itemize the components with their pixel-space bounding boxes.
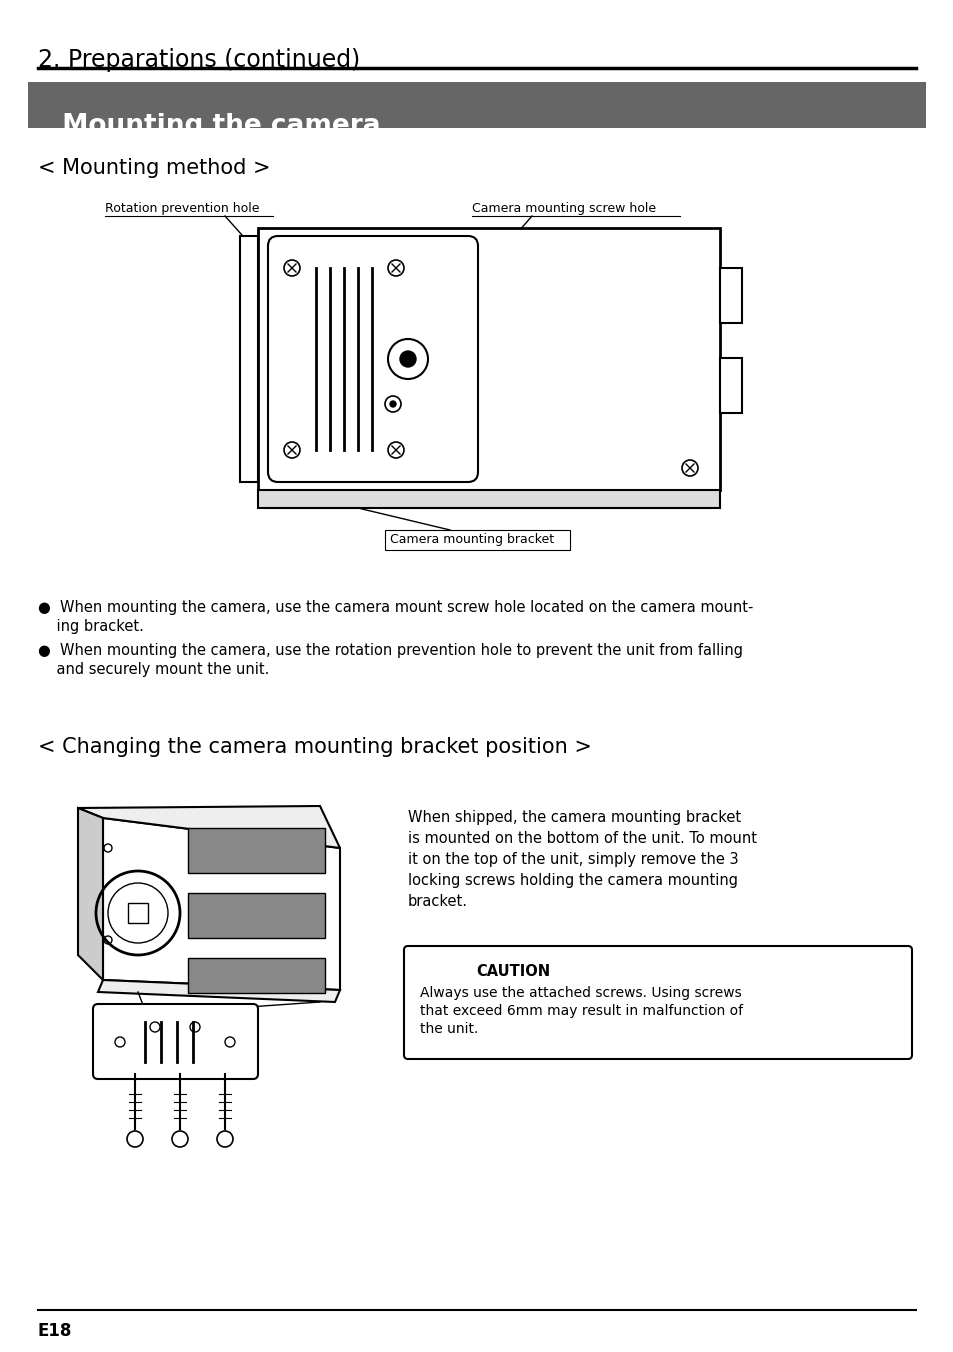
Circle shape [390,402,395,407]
Bar [128,903,148,923]
Text: < Changing the camera mounting bracket position >: < Changing the camera mounting bracket p… [38,737,591,757]
Text: 2. Preparations (continued): 2. Preparations (continued) [38,49,360,72]
FancyBboxPatch shape [92,1005,257,1079]
Text: ing bracket.: ing bracket. [38,619,144,634]
Bar [720,268,741,323]
FancyBboxPatch shape [268,237,477,483]
Text: Camera mounting bracket: Camera mounting bracket [390,533,554,546]
Text: ●  When mounting the camera, use the camera mount screw hole located on the came: ● When mounting the camera, use the came… [38,600,753,615]
Bar [188,827,325,873]
Text: is mounted on the bottom of the unit. To mount: is mounted on the bottom of the unit. To… [408,831,757,846]
Polygon shape [103,818,339,990]
Polygon shape [78,808,103,980]
Bar [257,228,720,489]
Bar [188,959,325,992]
Text: Rotation prevention hole: Rotation prevention hole [105,201,259,215]
Text: and securely mount the unit.: and securely mount the unit. [38,662,269,677]
Bar [720,358,741,412]
Text: Always use the attached screws. Using screws: Always use the attached screws. Using sc… [419,986,741,1000]
Text: ●  When mounting the camera, use the rotation prevention hole to prevent the uni: ● When mounting the camera, use the rota… [38,644,742,658]
Bar [257,489,720,508]
Text: the unit.: the unit. [419,1022,477,1036]
Polygon shape [98,980,339,1002]
Text: < Mounting method >: < Mounting method > [38,158,271,178]
Bar [188,894,325,938]
Bar [28,82,925,128]
Circle shape [399,352,416,366]
Bar [385,530,569,550]
Text: Mounting the camera: Mounting the camera [44,114,380,139]
Text: CAUTION: CAUTION [476,964,550,979]
Text: locking screws holding the camera mounting: locking screws holding the camera mounti… [408,873,738,888]
Text: that exceed 6mm may result in malfunction of: that exceed 6mm may result in malfunctio… [419,1005,742,1018]
Text: When shipped, the camera mounting bracket: When shipped, the camera mounting bracke… [408,810,740,825]
Text: bracket.: bracket. [408,894,468,909]
Text: Camera mounting screw hole: Camera mounting screw hole [472,201,656,215]
Text: E18: E18 [38,1322,72,1340]
Bar [240,237,257,483]
Text: it on the top of the unit, simply remove the 3: it on the top of the unit, simply remove… [408,852,738,867]
FancyBboxPatch shape [403,946,911,1059]
Polygon shape [78,806,339,848]
